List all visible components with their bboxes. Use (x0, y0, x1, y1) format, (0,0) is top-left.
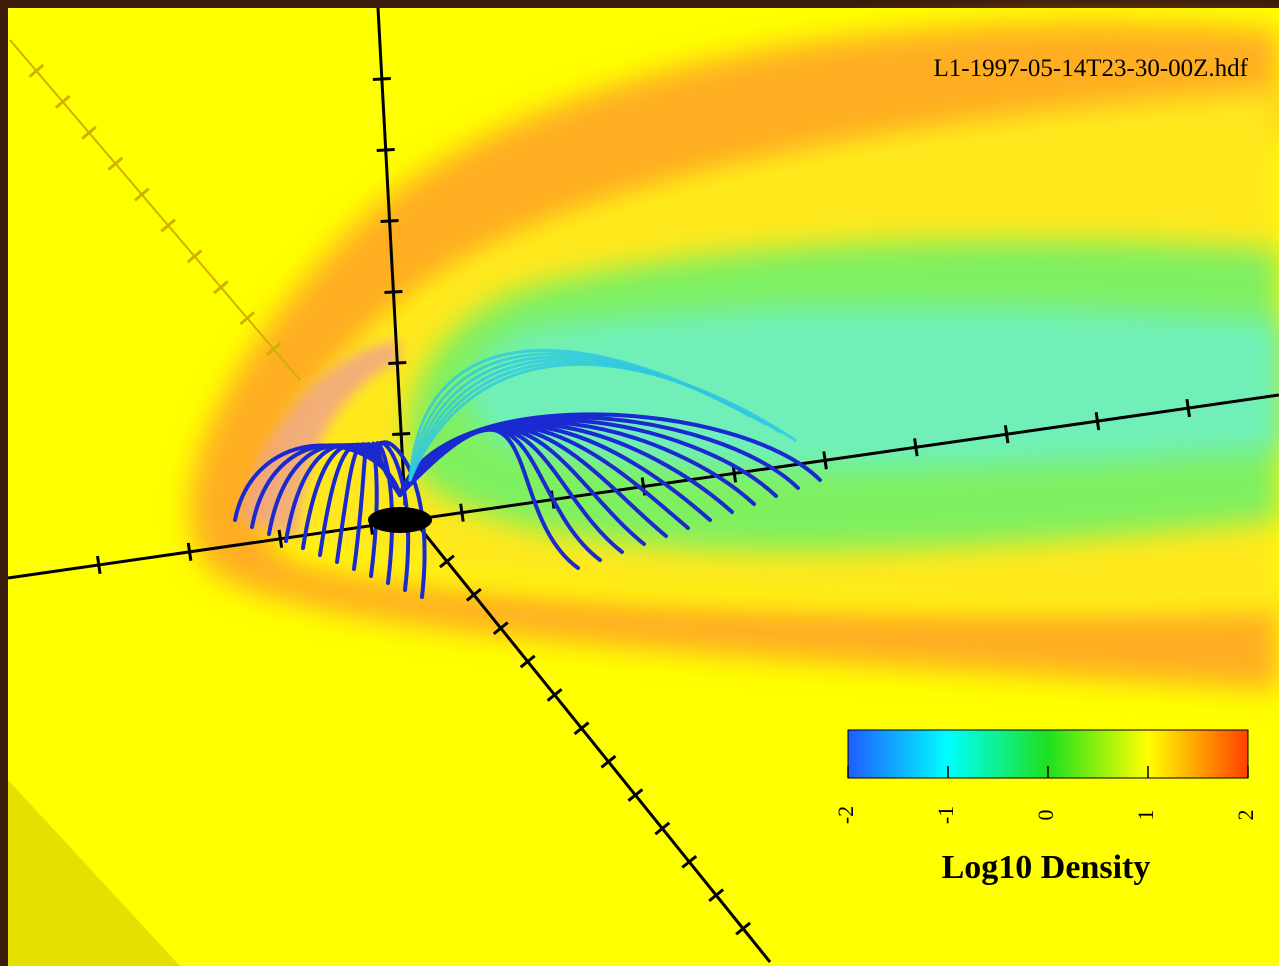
earth (368, 507, 432, 533)
colorbar-tick-label: -1 (933, 806, 958, 824)
colorbar-label: Log10 Density (942, 849, 1151, 886)
axis-tick (373, 79, 391, 80)
colorbar-tick-label: 0 (1033, 810, 1058, 821)
axis-tick (384, 292, 402, 293)
colorbar-tick-label: -2 (833, 806, 858, 824)
axis-tick (392, 434, 410, 435)
axis-tick (381, 221, 399, 222)
colorbar-tick-label: 1 (1133, 810, 1158, 821)
colorbar-tick-label: 2 (1233, 810, 1258, 821)
filename: L1-1997-05-14T23-30-00Z.hdf (933, 55, 1248, 82)
visualization: L1-1997-05-14T23-30-00Z.hdf -2 -1 0 1 2 Log1… (0, 0, 1279, 966)
tail-core (468, 306, 1279, 469)
axis-tick (388, 363, 406, 364)
page: L1-1997-05-14T23-30-00Z.hdf -2 -1 0 1 2 Log1… (0, 0, 1279, 966)
axis-tick (377, 150, 395, 151)
